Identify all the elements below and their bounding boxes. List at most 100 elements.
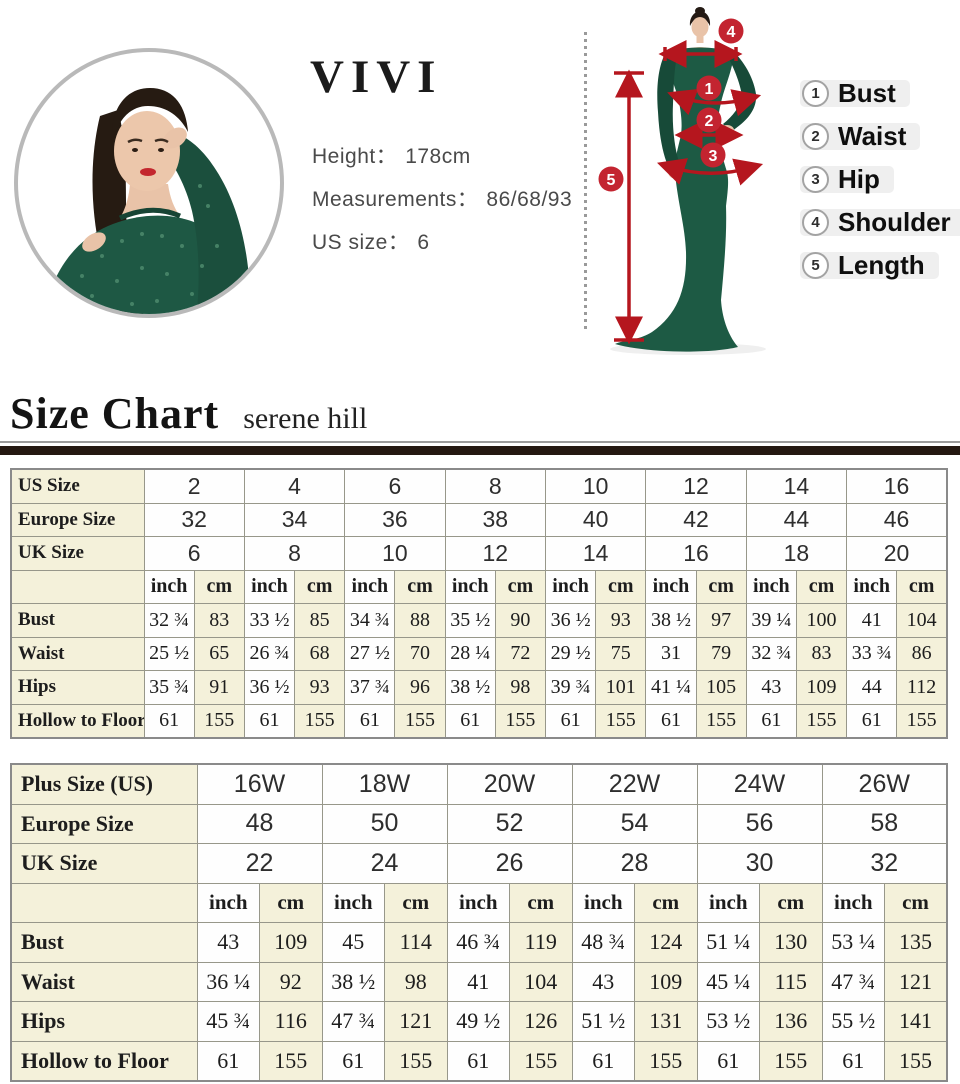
size-value: 10	[544, 468, 647, 504]
cm-value: 155	[494, 703, 547, 739]
size-value: 18	[745, 536, 848, 571]
unit-cm-header: cm	[294, 569, 346, 604]
inch-value: 25 ½	[143, 636, 195, 671]
measure-row: Waist 25 ½ 65 26 ¾ 68 27 ½ 70 28 ¼ 72 29 ½ 75 31 79 3…	[10, 636, 948, 671]
unit-cm-header: cm	[193, 569, 245, 604]
size-value: 40	[544, 502, 647, 537]
cm-value: 155	[259, 1040, 323, 1082]
inch-value: 32 ¾	[143, 603, 195, 638]
unit-inch-header: inch	[446, 882, 510, 923]
size-value: 22W	[571, 763, 698, 805]
circled-number-icon: 5	[802, 252, 829, 279]
inch-value: 61	[821, 1040, 885, 1082]
marker-shoulder: 4	[727, 24, 736, 41]
model-height-row: Height： 178cm	[312, 140, 572, 168]
size-value: 32	[821, 843, 948, 884]
row-label: UK Size	[10, 536, 145, 571]
size-value: 20	[846, 536, 948, 571]
row-label: Hips	[10, 1001, 198, 1042]
cm-value: 155	[884, 1040, 948, 1082]
size-value: 32	[143, 502, 245, 537]
size-value: 22	[196, 843, 323, 884]
size-value: 42	[645, 502, 747, 537]
measure-row: Hollow to Floor 61 155 61 155 61 155 61 155 61 155…	[10, 1040, 948, 1082]
unit-cm-header: cm	[595, 569, 647, 604]
inch-value: 61	[243, 703, 296, 739]
unit-inch-header: inch	[745, 569, 797, 604]
measure-row: Bust 32 ¾ 83 33 ½ 85 34 ¾ 88 35 ½ 90 36 ½ 93 38 ½ 97…	[10, 603, 948, 638]
inch-value: 29 ½	[544, 636, 597, 671]
size-value: 52	[446, 803, 573, 844]
inch-value: 33 ½	[243, 603, 296, 638]
cm-value: 101	[595, 670, 647, 705]
marker-hip: 3	[709, 148, 718, 165]
cm-value: 124	[634, 922, 698, 963]
cm-value: 155	[509, 1040, 573, 1082]
unit-cm-header: cm	[759, 882, 823, 923]
cm-value: 86	[896, 636, 948, 671]
cm-value: 131	[634, 1001, 698, 1042]
inch-value: 37 ¾	[344, 670, 396, 705]
inch-value: 28 ¼	[444, 636, 496, 671]
cm-value: 116	[259, 1001, 323, 1042]
measurements-label: Measurements：	[312, 188, 479, 211]
inch-value: 43	[196, 922, 260, 963]
size-value: 12	[645, 468, 747, 504]
cm-value: 100	[795, 603, 848, 638]
cm-value: 109	[259, 922, 323, 963]
inch-value: 38 ½	[645, 603, 697, 638]
inch-value: 38 ½	[444, 670, 496, 705]
size-value: 16	[846, 468, 948, 504]
unit-cm-header: cm	[795, 569, 848, 604]
measurement-legend: 1 Bust 2 Waist 3 Hip 4 Shoulder 5 Length	[800, 78, 960, 295]
inch-value: 39 ¼	[745, 603, 797, 638]
size-chart-heading: Size Chart serene hill	[10, 388, 367, 439]
row-label: Bust	[10, 603, 145, 638]
cm-value: 105	[695, 670, 747, 705]
unit-cm-header: cm	[259, 882, 323, 923]
inch-value: 36 ½	[544, 603, 597, 638]
inch-value: 61	[696, 1040, 760, 1082]
cm-value: 98	[494, 670, 547, 705]
unit-cm-header: cm	[634, 882, 698, 923]
inch-value: 61	[745, 703, 797, 739]
unit-inch-header: inch	[846, 569, 898, 604]
unit-inch-header: inch	[444, 569, 496, 604]
inch-value: 61	[344, 703, 396, 739]
size-value: 8	[444, 468, 547, 504]
legend-item-shoulder: 4 Shoulder	[800, 207, 960, 237]
size-value: 36	[344, 502, 446, 537]
unit-cm-header: cm	[509, 882, 573, 923]
unit-cm-header: cm	[695, 569, 747, 604]
inch-value: 32 ¾	[745, 636, 797, 671]
size-value: 20W	[446, 763, 573, 805]
inch-value: 39 ¾	[544, 670, 597, 705]
row-label: Plus Size (US)	[10, 763, 198, 805]
size-value: 58	[821, 803, 948, 844]
cm-value: 135	[884, 922, 948, 963]
inch-value: 55 ½	[821, 1001, 885, 1042]
measure-row: Waist 36 ¼ 92 38 ½ 98 41 104 43 109 45 ¼ 115 47 ¾ 12…	[10, 961, 948, 1002]
circled-number-icon: 4	[802, 209, 829, 236]
cm-value: 83	[193, 603, 245, 638]
inch-value: 41	[446, 961, 510, 1002]
model-info-block: Height： 178cm Measurements： 86/68/93 US …	[312, 140, 572, 269]
size-value: 16	[645, 536, 747, 571]
row-label: Hips	[10, 670, 145, 705]
inch-value: 44	[846, 670, 898, 705]
cm-value: 155	[896, 703, 948, 739]
size-value: 24W	[696, 763, 823, 805]
inch-value: 45 ¾	[196, 1001, 260, 1042]
cm-value: 96	[394, 670, 446, 705]
size-header-row: Europe Size 48 50 52 54 56 58	[10, 803, 948, 844]
size-chart-subtitle: serene hill	[243, 402, 368, 435]
size-value: 50	[321, 803, 448, 844]
circled-number-icon: 1	[802, 80, 829, 107]
cm-value: 85	[294, 603, 346, 638]
cm-value: 109	[795, 670, 848, 705]
cm-value: 112	[896, 670, 948, 705]
inch-value: 26 ¾	[243, 636, 296, 671]
cm-value: 83	[795, 636, 848, 671]
unit-inch-header: inch	[243, 569, 296, 604]
inch-value: 43	[571, 961, 635, 1002]
